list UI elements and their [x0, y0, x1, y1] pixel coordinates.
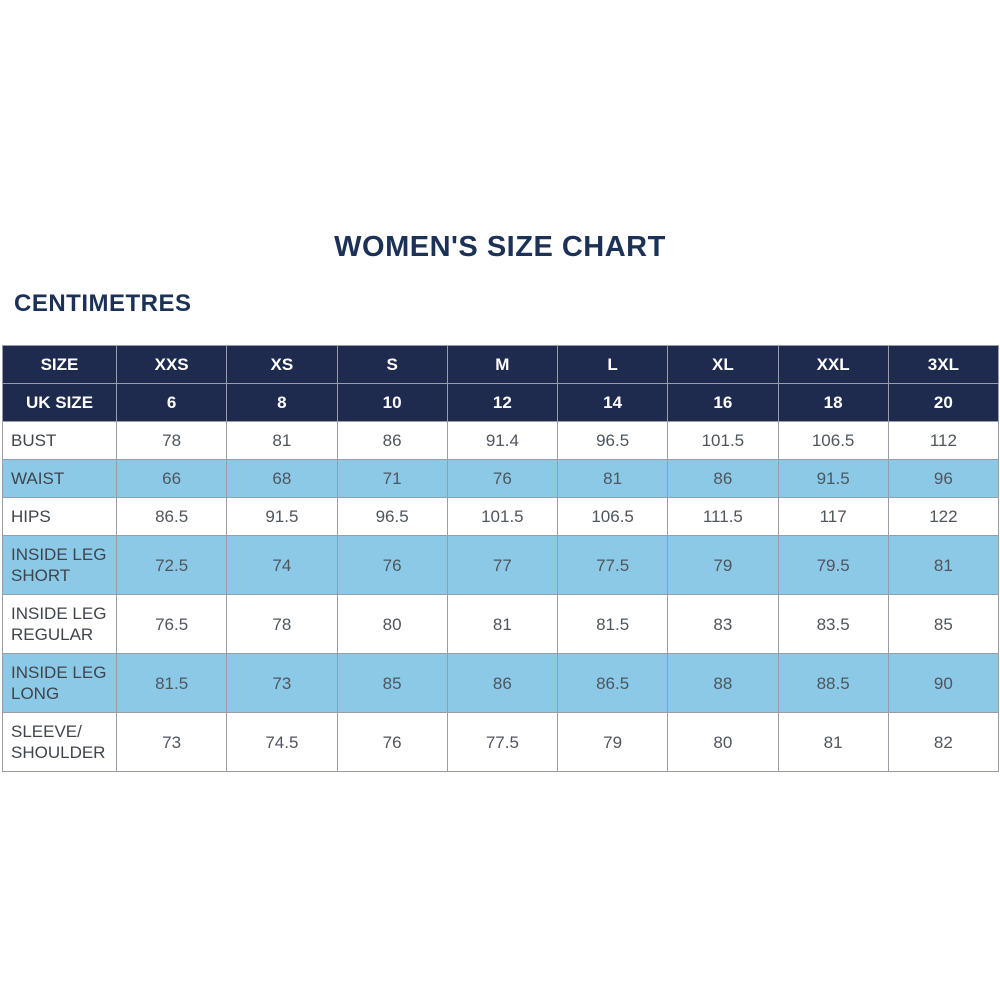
value-cell: 86.5	[556, 653, 669, 713]
table-row: INSIDE LEG SHORT 72.5 74 76 77 77.5 79 79.5 81	[2, 535, 1000, 595]
table-row: HIPS 86.5 91.5 96.5 101.5 106.5 111.5 117 122	[2, 497, 1000, 536]
size-table-header: SIZE XXS XS S M L XL XXL 3XL UK SIZE 6 8 10 12 14 16 18 2…	[2, 345, 1000, 422]
value-cell: 81	[887, 535, 1000, 595]
table-row: SLEEVE/ SHOULDER 73 74.5 76 77.5 79 80 81 82	[2, 712, 1000, 772]
value-cell: 106.5	[777, 421, 889, 460]
value-cell: 101.5	[667, 421, 779, 460]
row-label: SIZE	[2, 345, 117, 384]
value-cell: 96.5	[336, 497, 448, 536]
value-cell: 86	[446, 653, 559, 713]
value-cell: 86	[336, 421, 448, 460]
table-row: INSIDE LEG REGULAR 76.5 78 80 81 81.5 83 83.5 85	[2, 594, 1000, 654]
value-cell: 96.5	[556, 421, 669, 460]
value-cell: 80	[667, 712, 779, 772]
row-label: WAIST	[2, 459, 117, 498]
value-cell: 77.5	[446, 712, 559, 772]
value-cell: 72.5	[115, 535, 228, 595]
value-cell: 18	[777, 383, 889, 422]
value-cell: 91.5	[777, 459, 889, 498]
value-cell: 76	[336, 535, 448, 595]
value-cell: 66	[115, 459, 228, 498]
value-cell: 68	[226, 459, 338, 498]
value-cell: 6	[115, 383, 228, 422]
value-cell: 85	[887, 594, 1000, 654]
row-label: BUST	[2, 421, 117, 460]
row-label: INSIDE LEG SHORT	[2, 535, 117, 595]
value-cell: 86.5	[115, 497, 228, 536]
value-cell: 73	[226, 653, 338, 713]
value-cell: 74	[226, 535, 338, 595]
value-cell: 83	[667, 594, 779, 654]
value-cell: 76	[336, 712, 448, 772]
value-cell: 3XL	[887, 345, 1000, 384]
table-row: BUST 78 81 86 91.4 96.5 101.5 106.5 112	[2, 421, 1000, 460]
table-row: WAIST 66 68 71 76 81 86 91.5 96	[2, 459, 1000, 498]
value-cell: 81	[777, 712, 889, 772]
row-label: SLEEVE/ SHOULDER	[2, 712, 117, 772]
value-cell: 74.5	[226, 712, 338, 772]
value-cell: 112	[887, 421, 1000, 460]
value-cell: 76	[446, 459, 559, 498]
value-cell: 88.5	[777, 653, 889, 713]
page-title: WOMEN'S SIZE CHART	[334, 231, 666, 263]
value-cell: 82	[887, 712, 1000, 772]
value-cell: 10	[336, 383, 448, 422]
value-cell: 73	[115, 712, 228, 772]
value-cell: 78	[226, 594, 338, 654]
value-cell: 12	[446, 383, 559, 422]
value-cell: 77.5	[556, 535, 669, 595]
value-cell: XS	[226, 345, 338, 384]
value-cell: M	[446, 345, 559, 384]
value-cell: 90	[887, 653, 1000, 713]
value-cell: XXS	[115, 345, 228, 384]
header-row-size: SIZE XXS XS S M L XL XXL 3XL	[2, 345, 1000, 384]
value-cell: 81	[446, 594, 559, 654]
value-cell: 88	[667, 653, 779, 713]
table-row: INSIDE LEG LONG 81.5 73 85 86 86.5 88 88.5 90	[2, 653, 1000, 713]
units-subtitle: CENTIMETRES	[14, 290, 192, 317]
value-cell: 86	[667, 459, 779, 498]
value-cell: 81	[556, 459, 669, 498]
value-cell: XXL	[777, 345, 889, 384]
value-cell: 81.5	[556, 594, 669, 654]
value-cell: 20	[887, 383, 1000, 422]
value-cell: 91.5	[226, 497, 338, 536]
value-cell: L	[556, 345, 669, 384]
value-cell: 101.5	[446, 497, 559, 536]
value-cell: 111.5	[667, 497, 779, 536]
value-cell: 96	[887, 459, 1000, 498]
value-cell: 71	[336, 459, 448, 498]
value-cell: XL	[667, 345, 779, 384]
size-table-body: BUST 78 81 86 91.4 96.5 101.5 106.5 112 WAIST 66 68…	[2, 421, 1000, 772]
value-cell: S	[336, 345, 448, 384]
row-label: HIPS	[2, 497, 117, 536]
size-table: SIZE XXS XS S M L XL XXL 3XL UK SIZE 6 8 10 12 14 16 18 2…	[2, 345, 1000, 772]
header-row-uk-size: UK SIZE 6 8 10 12 14 16 18 20	[2, 383, 1000, 422]
value-cell: 16	[667, 383, 779, 422]
value-cell: 122	[887, 497, 1000, 536]
value-cell: 79	[556, 712, 669, 772]
value-cell: 79	[667, 535, 779, 595]
value-cell: 81.5	[115, 653, 228, 713]
value-cell: 117	[777, 497, 889, 536]
value-cell: 85	[336, 653, 448, 713]
value-cell: 106.5	[556, 497, 669, 536]
row-label: INSIDE LEG REGULAR	[2, 594, 117, 654]
value-cell: 14	[556, 383, 669, 422]
value-cell: 78	[115, 421, 228, 460]
value-cell: 83.5	[777, 594, 889, 654]
value-cell: 77	[446, 535, 559, 595]
value-cell: 81	[226, 421, 338, 460]
value-cell: 76.5	[115, 594, 228, 654]
row-label: INSIDE LEG LONG	[2, 653, 117, 713]
value-cell: 91.4	[446, 421, 559, 460]
value-cell: 8	[226, 383, 338, 422]
value-cell: 79.5	[777, 535, 889, 595]
value-cell: 80	[336, 594, 448, 654]
row-label: UK SIZE	[2, 383, 117, 422]
